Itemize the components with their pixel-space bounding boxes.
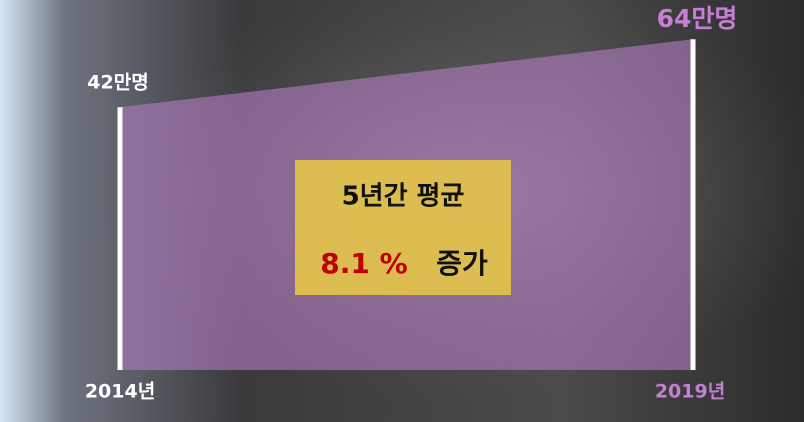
- x-tick-label: 2014년: [85, 381, 155, 403]
- annotation: 5년간 평균: [342, 182, 465, 212]
- value-label: 64만명: [657, 4, 738, 33]
- value-label: 42만명: [87, 72, 148, 94]
- x-tick-label: 2019년: [655, 381, 725, 403]
- annotation: 증가: [436, 247, 488, 280]
- annotation: 8.1 %: [320, 247, 407, 280]
- chart: 5년간 평균 8.1 % 증가 42만명 2014년 64만명 2019년: [0, 0, 804, 422]
- page: 5년간 평균 8.1 % 증가 42만명2014년64만명2019년 (() =…: [0, 0, 804, 422]
